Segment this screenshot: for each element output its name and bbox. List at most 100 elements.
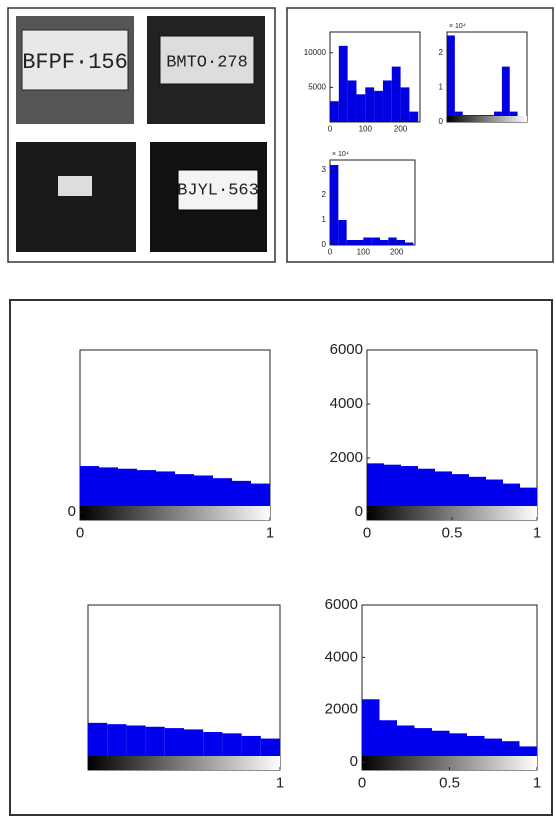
y-tick-label: 6000 — [325, 596, 358, 613]
y-tick-label: 1 — [322, 215, 327, 224]
bar — [520, 487, 537, 512]
plate — [159, 35, 255, 85]
x-tick-label: 0.5 — [439, 774, 460, 791]
y-tick-label: 2000 — [325, 701, 358, 718]
bar — [355, 240, 364, 245]
bar — [388, 237, 397, 245]
bar — [251, 483, 270, 512]
bar — [330, 165, 339, 245]
x-tick-label: 0 — [328, 247, 333, 256]
x-tick-label: 0 — [328, 124, 333, 133]
axis-multiplier: × 10⁴ — [449, 23, 466, 30]
bar — [363, 237, 372, 245]
bar — [346, 240, 355, 245]
y-tick-label: 4000 — [330, 395, 363, 412]
bar — [486, 479, 503, 512]
bar — [145, 726, 165, 763]
bar — [503, 483, 520, 512]
bar — [409, 111, 419, 122]
bar — [330, 101, 339, 122]
bar — [418, 468, 435, 512]
bar — [99, 467, 118, 512]
bar — [203, 732, 223, 763]
bar — [365, 87, 375, 122]
colorbar — [88, 756, 280, 770]
bar — [380, 240, 389, 245]
bar — [467, 735, 485, 763]
plate-text: BFPF·156 — [22, 50, 128, 75]
y-tick-label: 1 — [439, 82, 444, 91]
plate — [21, 29, 129, 91]
x-tick-label: 0 — [76, 524, 84, 541]
bar — [371, 237, 380, 245]
y-tick-label: 0 — [350, 753, 358, 770]
colorbar — [367, 506, 537, 520]
x-tick-label: 200 — [390, 247, 404, 256]
bar — [241, 735, 261, 763]
bar — [501, 66, 510, 122]
x-tick-label: 1 — [533, 774, 541, 791]
bar — [432, 730, 450, 763]
plate — [58, 176, 92, 196]
x-tick-label: 100 — [357, 247, 371, 256]
bar — [126, 725, 146, 763]
y-tick-label: 3 — [322, 165, 327, 174]
bar — [222, 733, 242, 763]
bar — [338, 45, 348, 122]
y-tick-label: 4000 — [325, 648, 358, 665]
y-tick-label: 2 — [439, 48, 444, 57]
axis-multiplier: × 10⁴ — [332, 151, 349, 158]
bar — [164, 728, 184, 763]
photo — [16, 142, 136, 252]
bar — [213, 478, 232, 512]
plate-text: BJYL·563 — [177, 181, 259, 200]
bar — [391, 66, 401, 122]
bar — [384, 464, 401, 512]
y-tick-label: 10000 — [304, 48, 327, 57]
colorbar — [447, 116, 527, 122]
x-tick-label: 1 — [533, 524, 541, 541]
bar — [107, 724, 127, 763]
bar — [362, 699, 380, 763]
x-tick-label: 100 — [359, 124, 373, 133]
bar — [80, 466, 99, 512]
colorbar — [362, 756, 537, 770]
plot-area — [446, 31, 528, 123]
bar — [347, 80, 357, 122]
bar — [356, 94, 366, 122]
plate-text: BMTO·278 — [166, 53, 248, 72]
bar — [232, 480, 251, 512]
colorbar — [80, 506, 270, 520]
bar — [175, 474, 194, 512]
bar — [367, 463, 384, 512]
plate — [177, 169, 259, 211]
bar — [118, 468, 137, 512]
bar — [88, 722, 108, 763]
x-tick-label: 0 — [358, 774, 366, 791]
y-tick-label: 2000 — [330, 449, 363, 466]
bar — [449, 733, 467, 763]
bar — [382, 80, 392, 122]
y-tick-label: 0 — [355, 503, 363, 520]
x-tick-label: 1 — [276, 774, 284, 791]
bar — [156, 471, 175, 512]
bar — [396, 240, 405, 245]
bar — [374, 90, 383, 122]
x-tick-label: 200 — [394, 124, 408, 133]
bar — [397, 725, 415, 763]
y-tick-label: 2 — [322, 190, 327, 199]
bar — [469, 476, 486, 512]
y-tick-label: 6000 — [330, 341, 363, 358]
bar — [405, 242, 414, 245]
y-tick-label: 0 — [322, 240, 327, 249]
y-tick-label: 0 — [68, 503, 76, 520]
x-tick-label: 0 — [363, 524, 371, 541]
bar — [400, 87, 410, 122]
x-tick-label: 0.5 — [442, 524, 463, 541]
bar — [194, 475, 213, 512]
bar — [401, 466, 418, 512]
y-tick-label: 5000 — [308, 82, 326, 91]
y-tick-label: 0 — [439, 117, 444, 126]
bar — [137, 470, 156, 512]
